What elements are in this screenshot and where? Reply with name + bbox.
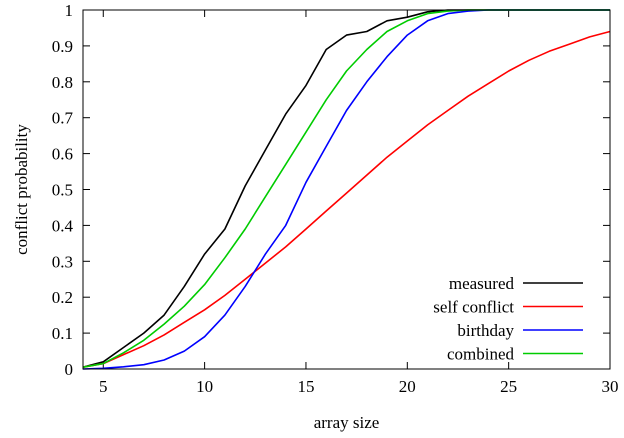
ticks-layer: 5 10 15 20 25 30 0 0.1 0.2 0.3 0.4 0.5 0.6 0.7 0.8 0.9 1	[52, 1, 619, 396]
legend-label: birthday	[457, 321, 514, 340]
x-tick-label: 5	[99, 377, 108, 396]
y-tick-label: 0	[65, 360, 74, 379]
y-tick-label: 0.5	[52, 181, 73, 200]
y-tick-label: 0.3	[52, 252, 73, 271]
legend-label: combined	[447, 345, 515, 364]
series-line-measured	[82, 9, 610, 368]
y-tick-label: 0.8	[52, 73, 73, 92]
x-tick-label: 15	[297, 377, 314, 396]
y-tick-label: 0.9	[52, 37, 73, 56]
series-line-combined	[82, 9, 610, 368]
x-tick-label: 20	[399, 377, 416, 396]
x-tick-label: 30	[602, 377, 619, 396]
series-line-birthday	[82, 9, 610, 370]
y-tick-label: 0.7	[52, 109, 74, 128]
legend: measured self conflict birthday combined	[433, 274, 583, 364]
legend-label: measured	[449, 274, 515, 293]
y-axis-label: conflict probability	[12, 124, 31, 255]
series-layer	[82, 9, 611, 370]
y-tick-label: 0.6	[52, 145, 73, 164]
series-line-self-conflict	[82, 30, 611, 368]
y-tick-label: 0.1	[52, 324, 73, 343]
legend-label: self conflict	[433, 298, 514, 317]
y-tick-label: 1	[65, 1, 74, 20]
y-tick-label: 0.2	[52, 288, 73, 307]
x-tick-label: 25	[500, 377, 517, 396]
plot-frame	[82, 9, 611, 370]
y-tick-label: 0.4	[52, 216, 74, 235]
x-tick-label: 10	[196, 377, 213, 396]
x-axis-label: array size	[314, 413, 380, 432]
